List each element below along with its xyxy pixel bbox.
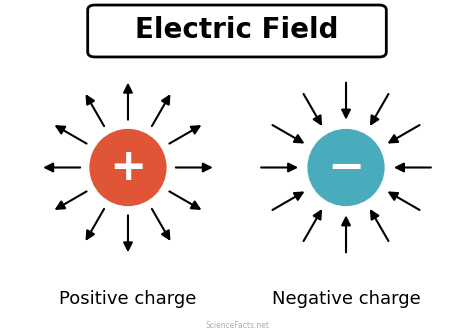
Text: Negative charge: Negative charge bbox=[272, 290, 420, 308]
Text: Positive charge: Positive charge bbox=[59, 290, 197, 308]
Text: +: + bbox=[109, 146, 146, 189]
Text: Electric Field: Electric Field bbox=[135, 16, 339, 44]
Ellipse shape bbox=[308, 130, 384, 205]
Ellipse shape bbox=[90, 130, 166, 205]
Text: ScienceFacts.net: ScienceFacts.net bbox=[205, 321, 269, 330]
FancyBboxPatch shape bbox=[88, 5, 386, 57]
Text: −: − bbox=[328, 146, 365, 189]
